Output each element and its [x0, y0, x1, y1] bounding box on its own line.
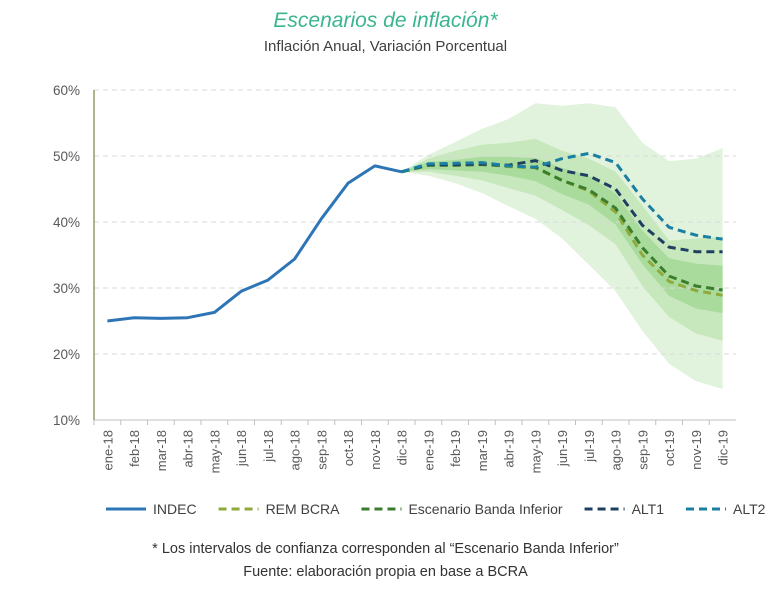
legend-label: INDEC [153, 501, 197, 517]
legend-label: ALT1 [632, 501, 665, 517]
x-tick-label: jul-18 [261, 430, 276, 463]
x-tick-label: abr-18 [181, 430, 196, 468]
legend-label: ALT2 [733, 501, 766, 517]
legend-item-alt2: ALT2 [686, 501, 766, 517]
x-tick-label: sep-18 [314, 430, 329, 470]
footnote-confidence: * Los intervalos de confianza correspond… [152, 541, 619, 557]
grid-lines [94, 89, 736, 355]
y-tick-label: 20% [53, 347, 80, 362]
x-tick-label: feb-18 [127, 430, 142, 467]
legend-item-escenario-banda-inferior: Escenario Banda Inferior [361, 501, 563, 517]
series-line-indec [107, 164, 402, 323]
legend-label: REM BCRA [266, 501, 341, 517]
x-tick-label: may-19 [528, 430, 543, 473]
x-tick-label: jun-19 [555, 430, 570, 467]
x-tick-label: ene-19 [421, 430, 436, 470]
legend-label: Escenario Banda Inferior [408, 501, 562, 517]
confidence-bands [401, 103, 723, 389]
x-tick-label: dic-18 [395, 430, 410, 465]
series-line-alt2 [401, 151, 723, 241]
x-tick-label: ago-19 [609, 430, 624, 470]
chart-subtitle: Inflación Anual, Variación Porcentual [263, 38, 508, 55]
x-tick-label: mar-19 [475, 430, 490, 471]
x-tick-label: nov-18 [368, 430, 383, 470]
legend-item-indec: INDEC [106, 501, 197, 517]
x-tick-label: abr-19 [502, 430, 517, 468]
x-tick-label: mar-18 [154, 430, 169, 471]
x-tick-label: oct-18 [341, 430, 356, 466]
legend: INDEC REM BCRA Escenario Banda Inferior ALT… [106, 501, 766, 517]
y-tick-label: 50% [53, 149, 80, 164]
x-tick-label: nov-19 [689, 430, 704, 470]
legend-item-alt1: ALT1 [584, 501, 665, 517]
footnote-source: Fuente: elaboración propia en base a BCR… [243, 564, 528, 580]
confidence-band-3 [401, 156, 723, 314]
x-tick-label: ago-18 [288, 430, 303, 470]
x-tick-label: jul-19 [582, 430, 597, 463]
x-tick-label: may-18 [207, 430, 222, 473]
x-tick-label: ene-18 [100, 430, 115, 470]
x-tick-label: sep-19 [635, 430, 650, 470]
inflation-line-chart: 10% 20% 30% 40% 50% 60% ene-18 feb-18 mar-18 abr-… [53, 83, 766, 517]
chart-title: Escenarios de inflación* [273, 9, 498, 32]
y-tick-label: 10% [53, 413, 80, 428]
y-tick-label: 40% [53, 215, 80, 230]
axes: 10% 20% 30% 40% 50% 60% ene-18 feb-18 mar-18 abr-… [53, 83, 736, 473]
x-tick-label: oct-19 [662, 430, 677, 466]
series-lines [107, 151, 723, 323]
x-tick-label: feb-19 [448, 430, 463, 467]
legend-item-rem-bcra: REM BCRA [218, 501, 341, 517]
y-tick-label: 60% [53, 83, 80, 98]
x-tick-label: jun-18 [234, 430, 249, 467]
y-tick-label: 30% [53, 281, 80, 296]
x-tick-label: dic-19 [716, 430, 731, 465]
